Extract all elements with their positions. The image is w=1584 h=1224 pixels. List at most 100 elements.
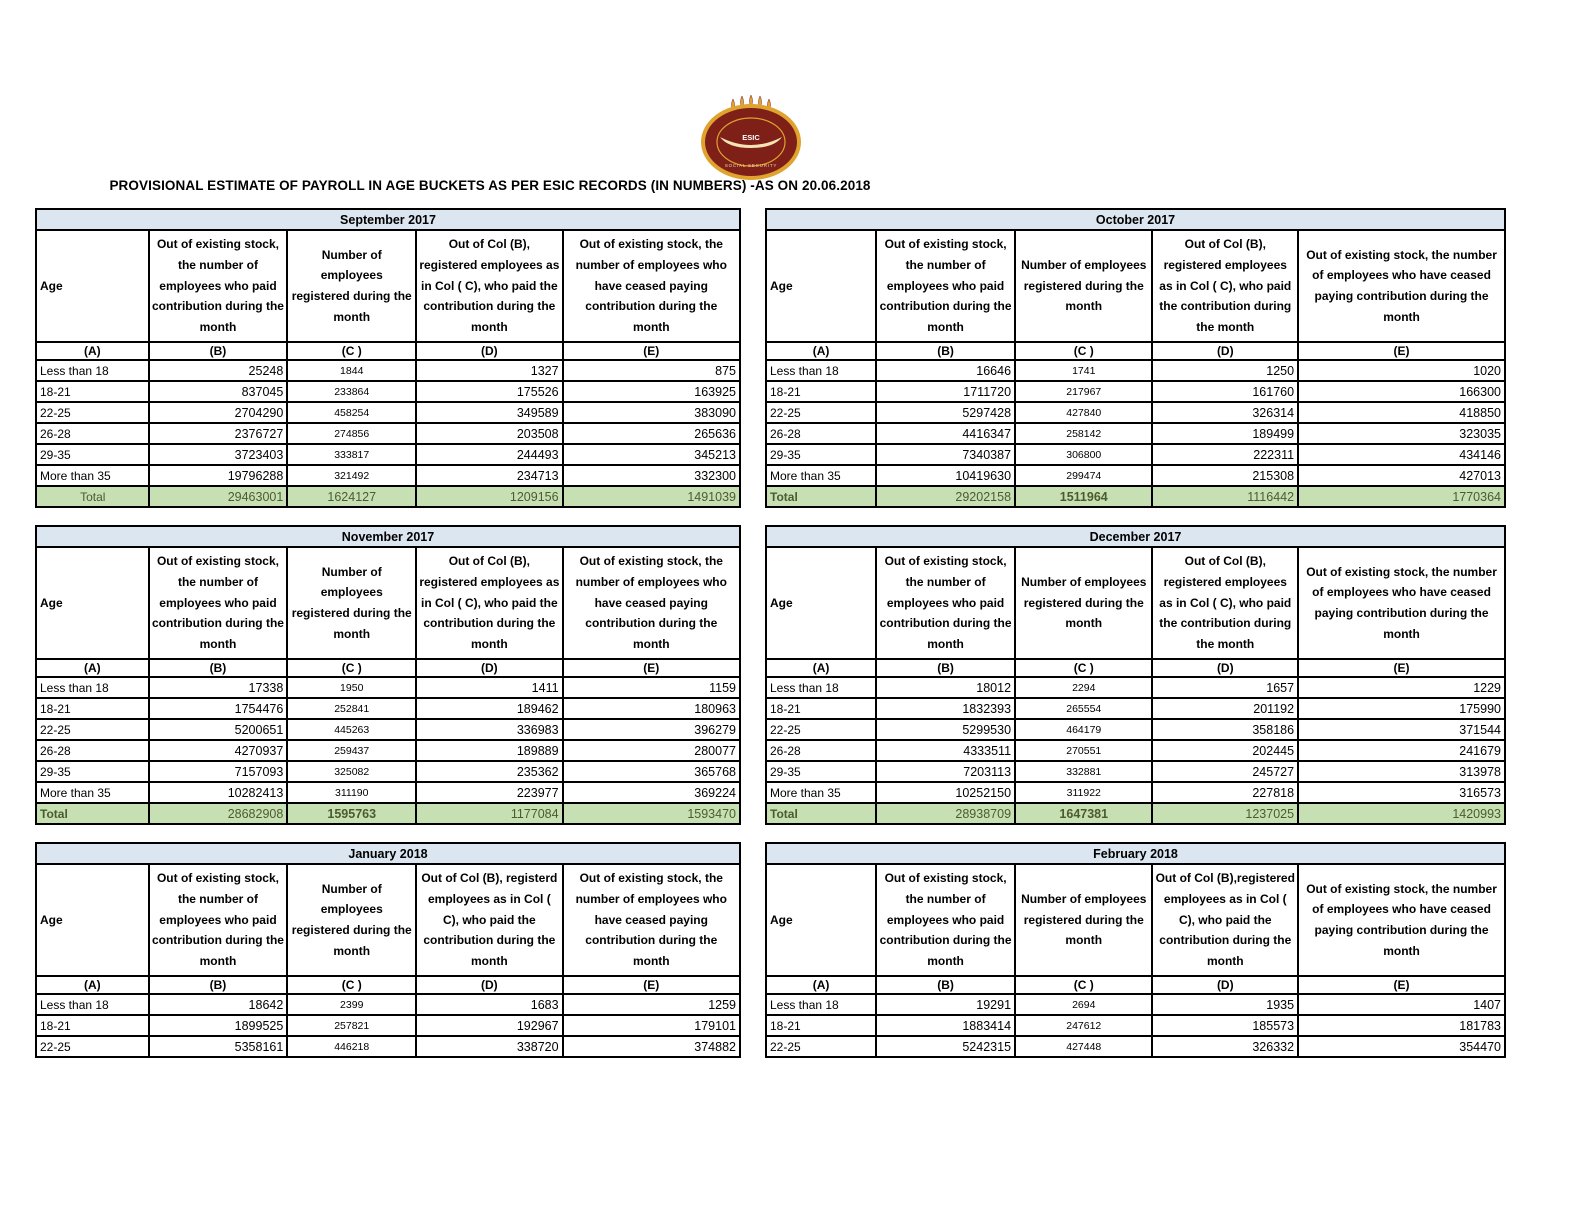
column-header: Number of employees registered during th…: [1014, 229, 1154, 343]
data-cell: 10282413: [147, 781, 289, 804]
total-cell: 1209156: [415, 485, 564, 508]
age-cell: 22-25: [764, 1035, 878, 1058]
data-cell: 1229: [1297, 676, 1506, 699]
column-header: Number of employees registered during th…: [1014, 863, 1154, 977]
data-cell: 321492: [286, 464, 418, 487]
table-row: 18-21 1711720 217967 161760 166300: [764, 380, 1506, 403]
age-cell: 22-25: [35, 718, 150, 741]
table-row: 18-21 1899525 257821 192967 179101: [35, 1014, 742, 1037]
data-cell: 1935: [1151, 993, 1300, 1016]
total-label: Total: [764, 802, 878, 825]
column-letter: (C ): [286, 975, 418, 995]
age-cell: 18-21: [764, 697, 878, 720]
column-letter: (B): [875, 658, 1017, 678]
esic-logo: ESIC SOCIAL SECURITY: [700, 94, 802, 181]
table-row: Less than 18 16646 1741 1250 1020: [764, 359, 1506, 382]
column-letter: (D): [415, 658, 564, 678]
column-header: Out of existing stock, the number of emp…: [561, 546, 742, 660]
total-row: Total 28938709 1647381 1237025 1420993: [764, 802, 1506, 825]
age-cell: Less than 18: [35, 993, 150, 1016]
total-row: Total 29463001 1624127 1209156 1491039: [35, 485, 742, 508]
tables-grid: September 2017 Age Out of existing stock, …: [35, 208, 1506, 1058]
table-row: 22-25 5358161 446218 338720 374882: [35, 1035, 742, 1058]
table-row: 18-21 1883414 247612 185573 181783: [764, 1014, 1506, 1037]
column-letter: (C ): [286, 658, 418, 678]
data-cell: 349589: [415, 401, 564, 424]
total-cell: 1177084: [415, 802, 564, 825]
column-letter: (A): [764, 975, 878, 995]
age-cell: 22-25: [35, 1035, 150, 1058]
data-cell: 1020: [1297, 359, 1506, 382]
column-header: Age: [764, 229, 878, 343]
data-cell: 274856: [286, 422, 418, 445]
column-letter: (C ): [1014, 975, 1154, 995]
data-cell: 241679: [1297, 739, 1506, 762]
column-letter: (B): [147, 975, 289, 995]
age-cell: More than 35: [35, 781, 150, 804]
month-header: October 2017: [765, 208, 1506, 231]
column-letter: (D): [415, 341, 564, 361]
data-cell: 1250: [1151, 359, 1300, 382]
month-header: November 2017: [35, 525, 741, 548]
column-header: Age: [35, 546, 150, 660]
column-header-row: Age Out of existing stock, the number of …: [764, 229, 1506, 343]
data-cell: 2704290: [147, 401, 289, 424]
data-cell: 2694: [1014, 993, 1154, 1016]
data-cell: 316573: [1297, 781, 1506, 804]
column-header: Out of Col (B),registered employees as i…: [1151, 863, 1300, 977]
data-cell: 257821: [286, 1014, 418, 1037]
total-cell: 1593470: [561, 802, 742, 825]
data-cell: 1832393: [875, 697, 1017, 720]
month-header: September 2017: [35, 208, 741, 231]
table-row: More than 35 10419630 299474 215308 427013: [764, 464, 1506, 487]
table-row: 29-35 7340387 306800 222311 434146: [764, 443, 1506, 466]
month-header-row: November 2017: [35, 525, 741, 548]
data-cell: 311922: [1014, 781, 1154, 804]
column-header-row: Age Out of existing stock, the number of …: [764, 863, 1506, 977]
data-cell: 7157093: [147, 760, 289, 783]
column-header: Out of Col (B), registered employees as …: [415, 546, 564, 660]
data-cell: 234713: [415, 464, 564, 487]
age-cell: 29-35: [764, 760, 878, 783]
column-letter: (A): [35, 975, 150, 995]
data-cell: 338720: [415, 1035, 564, 1058]
column-letter: (E): [561, 975, 742, 995]
age-cell: 18-21: [35, 697, 150, 720]
column-header: Out of existing stock, the number of emp…: [147, 229, 289, 343]
column-header: Out of existing stock, the number of emp…: [561, 863, 742, 977]
column-letter: (D): [415, 975, 564, 995]
data-cell: 1950: [286, 676, 418, 699]
data-cell: 189462: [415, 697, 564, 720]
age-cell: 26-28: [764, 739, 878, 762]
table-row: Less than 18 25248 1844 1327 875: [35, 359, 742, 382]
data-cell: 1407: [1297, 993, 1506, 1016]
data-cell: 427840: [1014, 401, 1154, 424]
total-cell: 29463001: [147, 485, 289, 508]
column-letter: (B): [147, 341, 289, 361]
age-cell: 18-21: [764, 1014, 878, 1037]
data-cell: 369224: [561, 781, 742, 804]
table-row: 18-21 837045 233864 175526 163925: [35, 380, 742, 403]
table-row: Less than 18 17338 1950 1411 1159: [35, 676, 742, 699]
data-cell: 10252150: [875, 781, 1017, 804]
data-cell: 280077: [561, 739, 742, 762]
column-letter: (B): [147, 658, 289, 678]
data-cell: 175526: [415, 380, 564, 403]
age-cell: Less than 18: [764, 359, 878, 382]
data-cell: 345213: [561, 443, 742, 466]
data-cell: 258142: [1014, 422, 1154, 445]
data-cell: 427013: [1297, 464, 1506, 487]
column-letter: (E): [561, 341, 742, 361]
total-cell: 28938709: [875, 802, 1017, 825]
age-cell: 29-35: [35, 760, 150, 783]
data-cell: 265554: [1014, 697, 1154, 720]
age-cell: 26-28: [764, 422, 878, 445]
data-cell: 166300: [1297, 380, 1506, 403]
table-row: 26-28 4333511 270551 202445 241679: [764, 739, 1506, 762]
data-cell: 1683: [415, 993, 564, 1016]
age-cell: 29-35: [764, 443, 878, 466]
column-letter: (A): [764, 658, 878, 678]
column-header: Out of existing stock, the number of emp…: [1297, 546, 1506, 660]
data-cell: 4270937: [147, 739, 289, 762]
data-cell: 201192: [1151, 697, 1300, 720]
